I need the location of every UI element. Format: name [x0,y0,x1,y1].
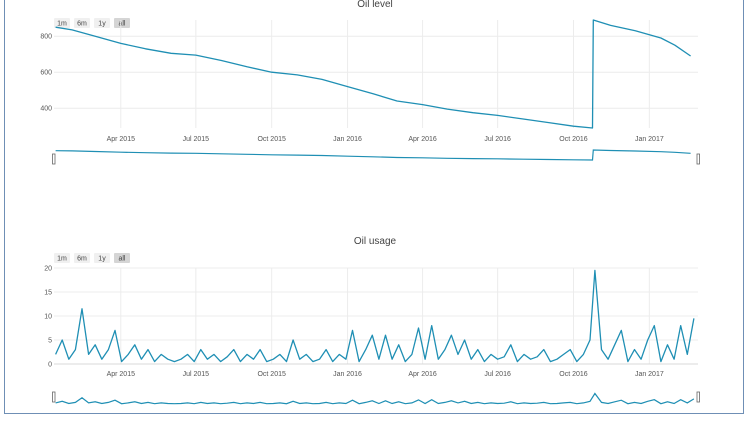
y-tick-label: 400 [40,106,52,113]
x-tick-label: Jul 2016 [484,371,511,378]
range-button-bg[interactable] [114,18,130,28]
x-tick-label: Apr 2015 [107,136,136,143]
x-tick-label: Jul 2015 [183,136,210,143]
chart-oil-level: Oil level 1m 6m 1y all Apr 2015 Jul 2015 Oct 20… [40,0,700,165]
chart-title: Oil level [357,0,393,10]
range-button-1y[interactable]: 1y [94,18,110,28]
range-button-6m[interactable]: 6m [74,253,90,263]
x-tick-label: Jul 2016 [484,136,511,143]
range-button-bg[interactable] [54,253,70,263]
range-button-bg[interactable] [114,253,130,263]
range-button-label[interactable]: all [118,255,125,262]
range-button-1y[interactable]: 1y [94,253,110,263]
range-button-label[interactable]: 1y [98,255,106,262]
range-button-label[interactable]: 1y [98,20,106,27]
x-tick-label: Apr 2016 [408,136,437,143]
range-slider-right-handle[interactable] [696,391,700,403]
y-tick-label: 15 [44,290,52,297]
x-tick-label: Jan 2016 [333,371,362,378]
y-tick-label: 600 [40,70,52,77]
x-tick-label: Jan 2017 [635,371,664,378]
range-slider-left-handle[interactable] [52,153,56,165]
series-line [55,19,691,129]
y-tick-label: 20 [44,266,52,273]
y-tick-label: 10 [44,314,52,321]
range-button-label[interactable]: 6m [77,255,87,262]
x-tick-label: Apr 2015 [107,371,136,378]
range-button-label[interactable]: all [118,20,125,27]
x-tick-label: Oct 2015 [257,371,286,378]
y-tick-label: 800 [40,34,52,41]
range-button-bg[interactable] [94,253,110,263]
range-slider[interactable] [52,149,700,165]
chart-oil-usage: Oil usage 1m 6m 1y all Apr 2015 Jul 2015 Oct 20… [44,236,700,405]
chart-frame [4,0,744,414]
chart-title: Oil usage [354,236,397,247]
x-tick-label: Jul 2015 [183,371,210,378]
range-button-6m[interactable]: 6m [74,18,90,28]
y-tick-label: 5 [48,338,52,345]
range-button-1m[interactable]: 1m [54,253,70,263]
range-button-all[interactable]: all [114,18,130,28]
range-slider-line [55,392,695,405]
range-slider-line [55,149,691,161]
x-tick-label: Oct 2015 [257,136,286,143]
range-button-label[interactable]: 1m [57,20,67,27]
range-button-bg[interactable] [94,18,110,28]
series-line [55,269,695,363]
range-button-1m[interactable]: 1m [54,18,70,28]
range-slider-left-handle[interactable] [52,391,56,403]
range-slider-right-handle[interactable] [696,153,700,165]
x-tick-label: Jan 2016 [333,136,362,143]
x-tick-label: Apr 2016 [408,371,437,378]
range-button-bg[interactable] [74,253,90,263]
range-button-all[interactable]: all [114,253,130,263]
range-button-label[interactable]: 6m [77,20,87,27]
y-tick-label: 0 [48,362,52,369]
range-slider[interactable] [52,391,700,405]
x-tick-label: Oct 2016 [559,371,588,378]
range-button-label[interactable]: 1m [57,255,67,262]
x-tick-label: Oct 2016 [559,136,588,143]
range-button-bg[interactable] [54,18,70,28]
x-tick-label: Jan 2017 [635,136,664,143]
range-button-bg[interactable] [74,18,90,28]
